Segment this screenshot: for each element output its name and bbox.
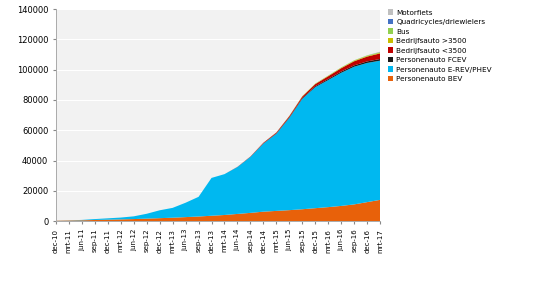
Legend: Motorfiets, Quadricycles/driewieIers, Bus, Bedrijfsauto >3500, Bedrijfsauto <350: Motorfiets, Quadricycles/driewieIers, Bu… [387,9,492,83]
